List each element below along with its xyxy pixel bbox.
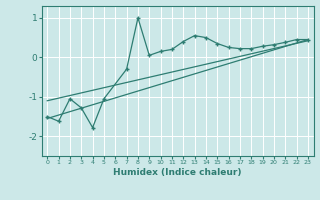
X-axis label: Humidex (Indice chaleur): Humidex (Indice chaleur) <box>113 168 242 177</box>
